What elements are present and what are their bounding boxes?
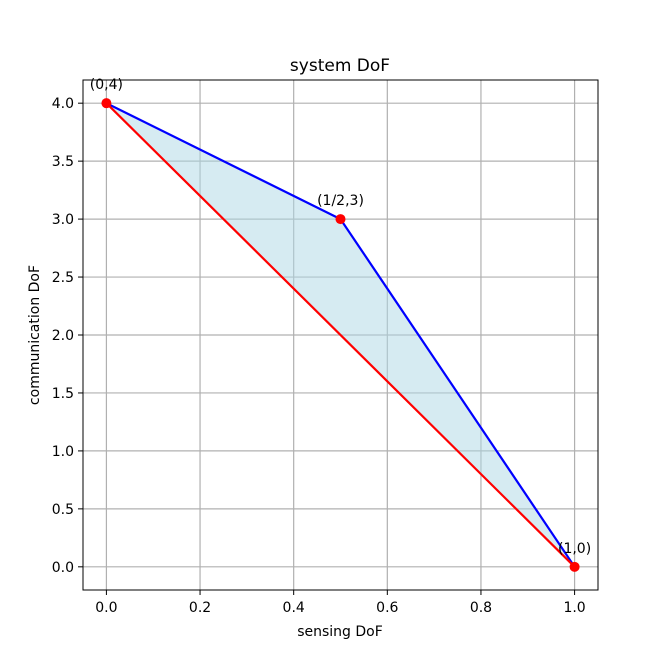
point-label: (1,0): [558, 541, 591, 557]
x-tick-label: 1.0: [563, 600, 585, 616]
y-tick-label: 3.5: [52, 154, 74, 170]
y-tick-label: 1.0: [52, 444, 74, 460]
y-tick-label: 2.5: [52, 270, 74, 286]
y-tick-label: 2.0: [52, 328, 74, 344]
y-tick-label: 4.0: [52, 96, 74, 112]
y-axis-ticks: 0.0 0.5 1.0 1.5 2.0 2.5 3.0 3.5 4.0: [52, 96, 83, 576]
y-tick-label: 1.5: [52, 386, 74, 402]
point-label: (0,4): [90, 77, 123, 93]
y-axis-title: communication DoF: [27, 265, 43, 405]
x-tick-label: 0.8: [470, 600, 492, 616]
data-points: (0,4) (1/2,3) (1,0): [90, 77, 591, 572]
x-axis-ticks: 0.0 0.2 0.4 0.6 0.8 1.0: [95, 590, 586, 616]
point-label: (1/2,3): [317, 193, 364, 209]
data-point-marker: [101, 98, 112, 109]
chart-title: system DoF: [290, 56, 390, 76]
x-tick-label: 0.2: [189, 600, 211, 616]
x-tick-label: 0.6: [376, 600, 398, 616]
y-tick-label: 0.5: [52, 502, 74, 518]
x-axis-title: sensing DoF: [297, 624, 383, 640]
series-line-2: [105, 102, 576, 568]
data-point-marker: [335, 214, 346, 225]
y-tick-label: 3.0: [52, 212, 74, 228]
y-tick-label: 0.0: [52, 560, 74, 576]
x-tick-label: 0.4: [283, 600, 305, 616]
data-point-marker: [569, 561, 580, 572]
x-tick-label: 0.0: [95, 600, 117, 616]
